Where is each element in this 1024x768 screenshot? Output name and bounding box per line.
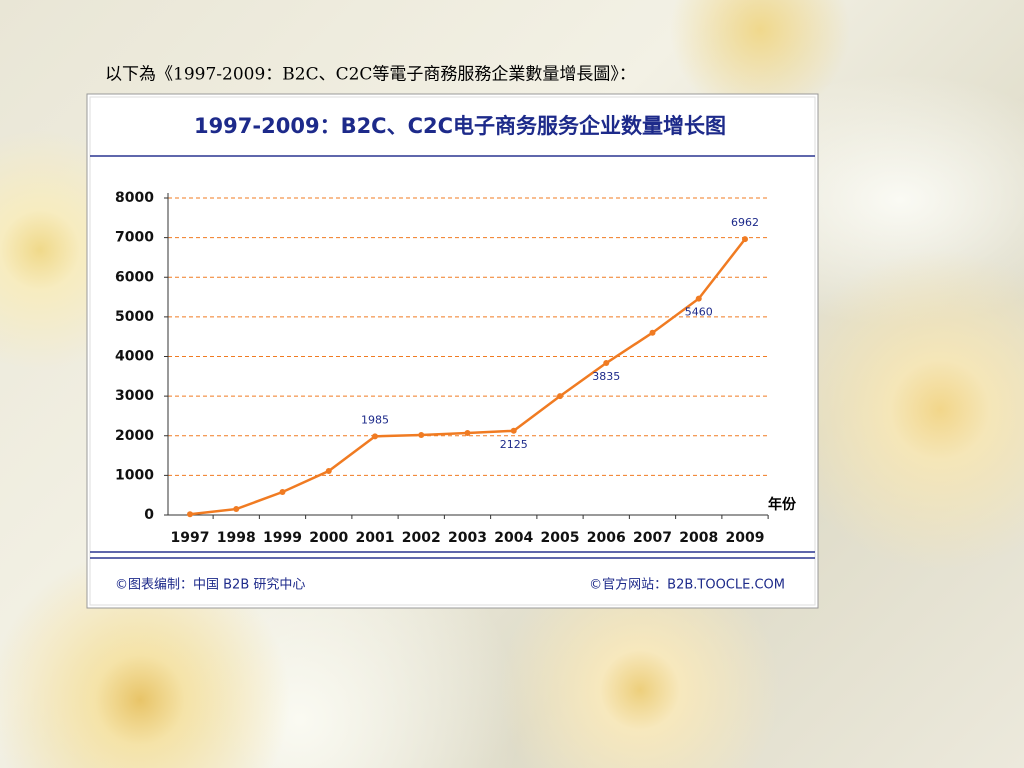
x-tick-label: 2009 — [726, 530, 765, 546]
data-point — [603, 360, 610, 367]
data-label: 5460 — [685, 306, 713, 319]
x-tick-label: 2003 — [448, 530, 487, 546]
chart-panel — [86, 93, 819, 609]
x-tick-label: 1999 — [263, 530, 302, 546]
x-tick-label: 2002 — [402, 530, 441, 546]
y-tick-label: 6000 — [115, 269, 154, 285]
data-point — [233, 506, 240, 513]
data-label: 3835 — [592, 370, 620, 383]
x-tick-label: 1998 — [217, 530, 256, 546]
data-point — [742, 236, 748, 243]
x-tick-label: 2007 — [633, 530, 672, 546]
slide-heading: 以下為《1997-2009：B2C、C2C等電子商務服務企業數量增長圖》： — [105, 65, 636, 85]
data-label: 6962 — [731, 216, 759, 229]
data-label: 2125 — [500, 438, 528, 451]
y-tick-label: 2000 — [115, 428, 154, 444]
x-tick-label: 2000 — [309, 530, 348, 546]
data-point — [372, 433, 378, 440]
x-axis-label: 年份 — [768, 496, 797, 513]
chart-title: 1997-2009：B2C、C2C电子商务服务企业数量增长图 — [194, 114, 726, 138]
x-tick-label: 1997 — [171, 530, 210, 546]
y-tick-label: 8000 — [115, 190, 154, 206]
y-tick-label: 0 — [144, 507, 154, 523]
y-tick-label: 5000 — [115, 309, 154, 325]
y-tick-label: 4000 — [115, 349, 154, 365]
footer-right: ©官方网站：B2B.TOOCLE.COM — [589, 577, 785, 593]
footer-left: ©图表编制：中国 B2B 研究中心 — [115, 578, 305, 593]
data-point — [464, 429, 471, 436]
data-point — [695, 295, 702, 302]
data-point — [279, 489, 286, 496]
y-tick-label: 7000 — [115, 230, 154, 246]
y-tick-label: 1000 — [115, 467, 154, 483]
data-label: 1985 — [361, 413, 389, 426]
x-tick-label: 2005 — [541, 530, 580, 546]
x-tick-label: 2008 — [679, 530, 718, 546]
data-point — [418, 431, 425, 438]
x-tick-label: 2004 — [494, 530, 533, 546]
y-tick-label: 3000 — [115, 388, 154, 404]
data-point — [187, 511, 193, 518]
x-tick-label: 2006 — [587, 530, 626, 546]
x-tick-label: 2001 — [356, 530, 395, 546]
data-point — [510, 427, 517, 434]
chart-frame — [89, 96, 816, 606]
data-point — [325, 468, 332, 475]
data-point — [557, 393, 563, 400]
data-point — [649, 329, 656, 336]
